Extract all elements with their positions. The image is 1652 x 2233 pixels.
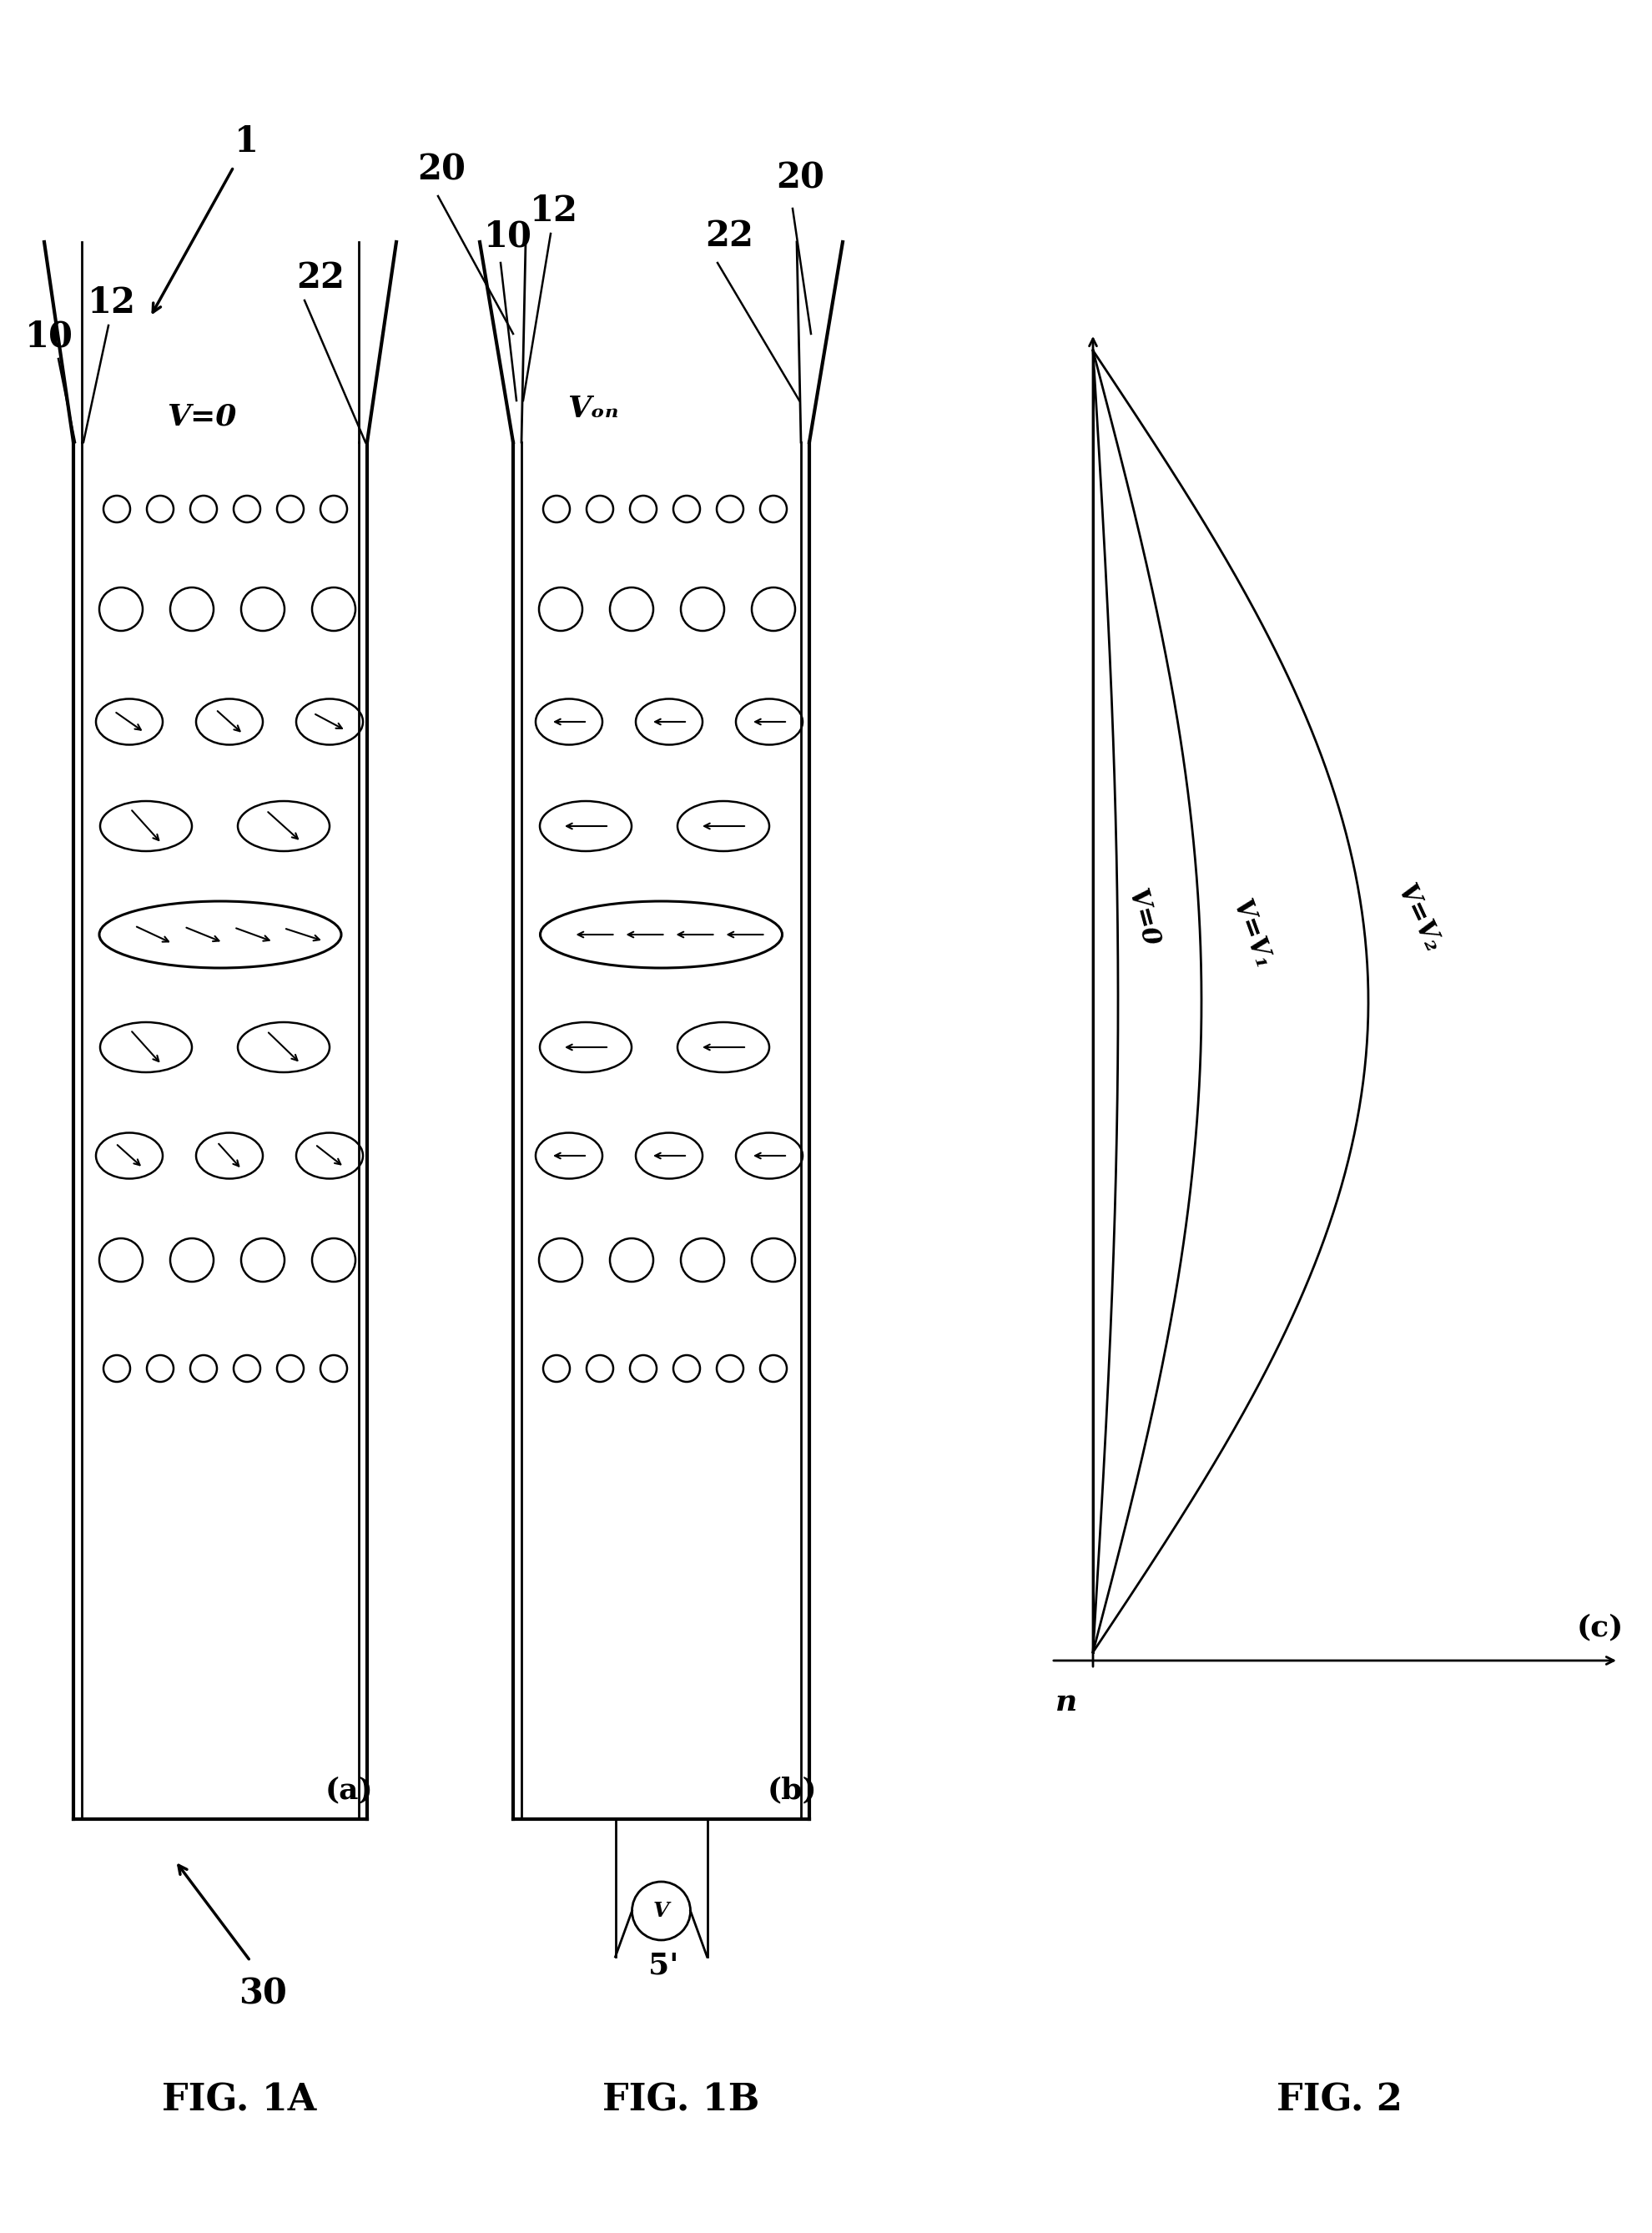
- Text: 22: 22: [296, 261, 345, 295]
- Text: 10: 10: [25, 319, 73, 353]
- Text: 20: 20: [776, 161, 824, 194]
- Text: (a): (a): [325, 1775, 373, 1804]
- Text: V: V: [653, 1900, 669, 1920]
- Text: 5': 5': [649, 1952, 679, 1978]
- Text: FIG. 1B: FIG. 1B: [603, 2083, 760, 2119]
- Text: V=V₁: V=V₁: [1227, 895, 1275, 974]
- Text: V=V₂: V=V₂: [1391, 880, 1446, 956]
- Text: V=0: V=0: [1123, 887, 1163, 949]
- Text: 1: 1: [235, 125, 258, 159]
- Text: 20: 20: [418, 152, 466, 188]
- Text: (b): (b): [768, 1775, 818, 1804]
- Text: FIG. 1A: FIG. 1A: [162, 2083, 317, 2119]
- Text: 12: 12: [88, 286, 135, 319]
- Text: 22: 22: [705, 219, 753, 255]
- Text: FIG. 2: FIG. 2: [1277, 2083, 1403, 2119]
- Text: Vₒₙ: Vₒₙ: [567, 395, 618, 422]
- Text: V=0: V=0: [167, 402, 236, 431]
- Text: 12: 12: [530, 194, 578, 228]
- Text: 10: 10: [484, 219, 532, 255]
- Text: n: n: [1056, 1688, 1077, 1717]
- Text: 30: 30: [238, 1976, 287, 2012]
- Text: (c): (c): [1578, 1612, 1624, 1641]
